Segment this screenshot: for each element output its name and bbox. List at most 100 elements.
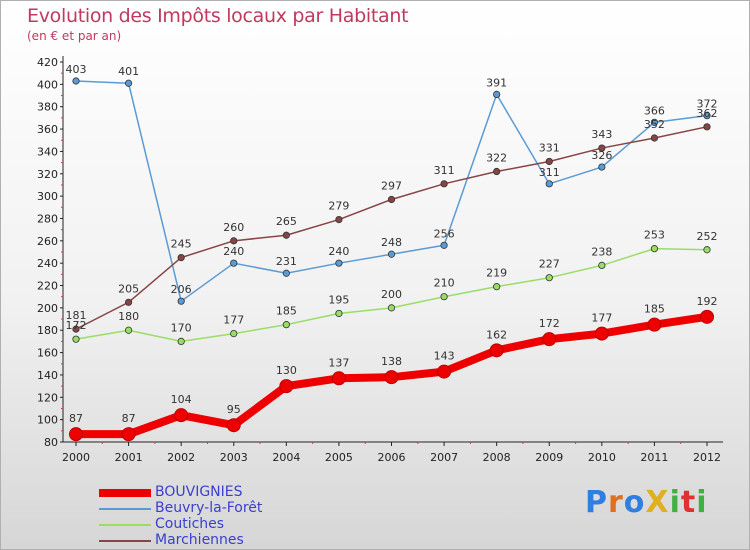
x-tick-label: 2002	[167, 451, 195, 464]
data-point	[335, 309, 343, 318]
data-point	[69, 427, 83, 442]
data-label: 391	[486, 76, 507, 89]
y-tick-label: 120	[37, 391, 58, 404]
x-tick-label: 2005	[325, 451, 353, 464]
data-point	[440, 241, 448, 249]
data-point	[493, 90, 501, 99]
data-point	[279, 379, 294, 394]
data-label: 311	[434, 164, 455, 177]
data-point	[545, 180, 553, 188]
data-label: 240	[328, 245, 349, 258]
data-label: 331	[539, 141, 560, 154]
data-point	[594, 326, 609, 341]
data-label: 192	[697, 295, 718, 308]
data-label: 401	[118, 65, 139, 78]
data-point	[331, 371, 346, 386]
logo-letter: X	[645, 485, 670, 520]
data-point	[177, 337, 185, 346]
data-label: 352	[644, 118, 665, 131]
data-point	[335, 259, 343, 267]
logo-letter: i	[669, 485, 681, 520]
data-point	[387, 250, 396, 258]
y-tick-label: 320	[37, 168, 58, 181]
data-point	[650, 134, 659, 142]
data-label: 248	[381, 236, 402, 249]
chart-subtitle: (en € et par an)	[27, 29, 122, 43]
data-point	[493, 283, 501, 291]
data-point	[121, 427, 136, 442]
chart-title: Evolution des Impôts locaux par Habitant	[27, 5, 409, 27]
data-label: 87	[122, 412, 136, 425]
data-label: 206	[171, 283, 192, 296]
y-tick-label: 400	[37, 78, 58, 91]
data-point	[598, 144, 606, 152]
data-label: 238	[591, 245, 612, 258]
data-label: 326	[591, 149, 612, 162]
x-tick-label: 2004	[272, 451, 300, 464]
data-label: 172	[66, 319, 87, 332]
data-point	[124, 79, 133, 87]
legend-label-marchiennes: Marchiennes	[155, 532, 244, 548]
x-tick-label: 2007	[430, 451, 458, 464]
data-label: 130	[276, 364, 297, 377]
data-label: 138	[381, 355, 402, 368]
data-point	[387, 304, 396, 312]
data-label: 87	[69, 412, 83, 425]
data-point	[542, 332, 557, 347]
x-tick-label: 2003	[220, 451, 248, 464]
y-tick-label: 220	[37, 280, 58, 293]
legend-item-coutiches: Coutiches	[99, 516, 359, 533]
data-label: 143	[434, 350, 455, 363]
data-point	[703, 112, 711, 120]
data-label: 240	[223, 245, 244, 258]
data-label: 260	[223, 221, 244, 234]
data-label: 219	[486, 267, 507, 280]
data-label: 185	[644, 303, 665, 316]
data-label: 180	[118, 310, 139, 323]
data-point	[493, 167, 501, 176]
y-tick-label: 280	[37, 212, 58, 225]
data-label: 343	[591, 128, 612, 141]
data-label: 181	[66, 309, 87, 322]
data-label: 210	[434, 277, 455, 290]
data-point	[282, 321, 290, 329]
y-tick-label: 260	[37, 235, 58, 248]
data-point	[598, 163, 606, 171]
data-label: 227	[539, 258, 560, 271]
x-tick-label: 2006	[378, 451, 406, 464]
data-point	[230, 259, 238, 267]
data-point	[703, 123, 711, 131]
x-tick-label: 2012	[693, 451, 721, 464]
data-point	[174, 408, 189, 423]
data-point	[72, 335, 80, 343]
data-label: 195	[328, 293, 349, 306]
data-label: 366	[644, 104, 665, 117]
y-tick-label: 360	[37, 123, 58, 136]
y-tick-label: 340	[37, 145, 58, 158]
legend-item-marchiennes: Marchiennes	[99, 532, 359, 549]
y-tick-label: 240	[37, 257, 58, 270]
y-tick-label: 160	[37, 347, 58, 360]
x-tick-label: 2009	[535, 451, 563, 464]
data-point	[650, 245, 659, 253]
x-tick-label: 2001	[115, 451, 143, 464]
data-label: 372	[697, 98, 718, 111]
data-label: 104	[171, 393, 192, 406]
logo-letter: P	[585, 485, 608, 520]
logo-letter: r	[608, 485, 624, 520]
data-point	[282, 231, 290, 239]
data-point	[437, 364, 452, 379]
data-label: 185	[276, 305, 297, 318]
data-point	[598, 261, 606, 270]
data-label: 322	[486, 152, 507, 165]
proxiti-logo: ProXiti	[585, 485, 708, 520]
data-label: 245	[171, 238, 192, 251]
data-label: 252	[697, 230, 718, 243]
data-label: 362	[697, 107, 718, 120]
data-label: 279	[328, 200, 349, 213]
data-point	[440, 180, 448, 188]
data-point	[545, 157, 553, 166]
legend-label-beuvry: Beuvry-la-Forêt	[155, 500, 263, 516]
data-label: 200	[381, 288, 402, 301]
